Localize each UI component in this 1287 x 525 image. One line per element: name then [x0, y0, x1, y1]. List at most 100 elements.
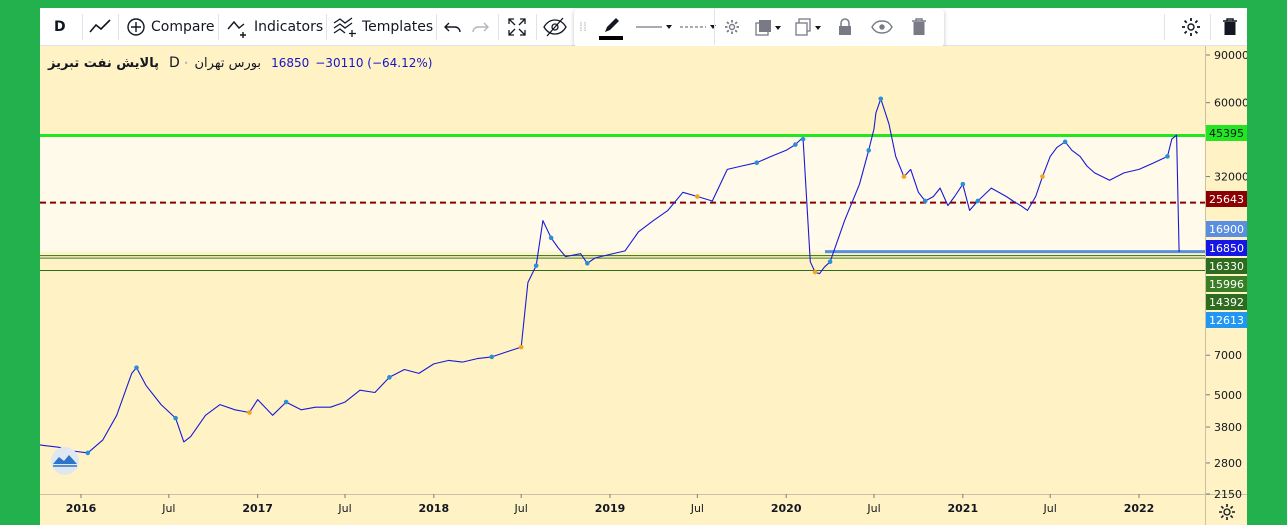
interval-button[interactable]: D: [54, 18, 66, 35]
eye-off-icon: [543, 17, 567, 36]
trash-icon: [1223, 17, 1237, 35]
visual-order-dropdown[interactable]: [750, 9, 786, 45]
signal-marker: [901, 174, 907, 179]
price-label-16900: 16900: [1206, 221, 1247, 237]
compare-button[interactable]: Compare: [126, 8, 215, 45]
price-line[interactable]: [40, 98, 1180, 454]
x-tick-label: 2019: [595, 502, 626, 515]
signal-marker: [173, 415, 178, 421]
price-label-15996: 15996: [1206, 276, 1247, 292]
zone-layer: [40, 135, 1205, 252]
undo-button[interactable]: [443, 8, 463, 45]
chart-app: D Compare Indicators Templates: [40, 8, 1247, 525]
indicators-label: Indicators: [254, 18, 324, 35]
symbol-name: پالایش نفت تبریز: [48, 55, 159, 71]
signal-marker: [585, 261, 590, 266]
signal-marker: [1062, 139, 1068, 145]
line-chart-icon: [89, 18, 111, 33]
line-color-button[interactable]: [594, 9, 628, 45]
dashed-line-icon: [680, 25, 716, 29]
toolbar-divider: [498, 14, 499, 40]
highlight-zone: [40, 135, 1205, 252]
toolbar-divider: [436, 14, 437, 40]
gear-icon: [1182, 17, 1200, 36]
line-width-dropdown[interactable]: [634, 9, 674, 45]
indicators-button[interactable]: Indicators: [226, 8, 323, 45]
lock-icon: [839, 18, 851, 35]
fullscreen-icon: [508, 17, 526, 36]
undo-icon: [444, 22, 461, 32]
y-tick-label: 2150: [1214, 488, 1242, 501]
interval-label: D: [169, 55, 180, 71]
signal-marker: [1040, 174, 1045, 179]
y-tick-label: 2800: [1214, 457, 1242, 470]
x-tick-label: Jul: [690, 502, 704, 515]
x-tick-label: Jul: [337, 502, 351, 515]
price-label-45395: 45395: [1206, 125, 1247, 141]
dot-separator: •: [183, 58, 189, 68]
price-axis[interactable]: 90000 60000 32000 7000 5000 3800 2800 2150: [1206, 49, 1247, 501]
templates-button[interactable]: Templates: [332, 8, 433, 45]
hide-drawings-button[interactable]: [542, 8, 568, 45]
signal-marker: [812, 269, 818, 275]
lock-button[interactable]: [830, 9, 860, 45]
x-tick-label: 2021: [948, 502, 979, 515]
visibility-button[interactable]: [866, 9, 898, 45]
drawing-toolbar: ⁞⁞: [574, 9, 944, 47]
line-style-dropdown[interactable]: [678, 9, 718, 45]
indicators-icon: [227, 20, 246, 38]
time-axis[interactable]: 2016 Jul 2017 Jul 2018 Jul 2019 Jul 2020 Jul 2021 J…: [66, 494, 1155, 515]
toolbar-divider: [536, 14, 537, 40]
signal-marker: [518, 344, 524, 350]
gear-icon: [725, 20, 739, 34]
x-tick-label: Jul: [514, 502, 528, 515]
toolbar-divider: [118, 14, 119, 40]
horizontal-levels: [40, 133, 1205, 271]
trash-icon: [912, 18, 926, 35]
x-tick-label: 2020: [771, 502, 802, 515]
signal-marker: [975, 198, 981, 204]
y-tick-label: 90000: [1214, 49, 1247, 62]
price-series: [40, 98, 1180, 454]
clone-dropdown[interactable]: [790, 9, 826, 45]
y-tick-label: 5000: [1214, 389, 1242, 402]
compare-label: Compare: [151, 18, 215, 35]
y-tick-label: 60000: [1214, 97, 1247, 110]
price-label-12613: 12613: [1206, 312, 1247, 328]
toolbar-divider: [326, 14, 327, 40]
chart-type-button[interactable]: [88, 8, 112, 45]
line-width-icon: [636, 25, 672, 29]
plus-circle-icon: [127, 17, 145, 36]
signal-marker: [793, 142, 798, 147]
signal-marker: [489, 354, 495, 360]
last-price: 16850: [271, 56, 310, 70]
symbol-legend: پالایش نفت تبریز D • بورس تهران 16850 −3…: [48, 54, 432, 72]
gear-icon[interactable]: [1219, 504, 1235, 520]
signal-marker: [247, 410, 252, 415]
drawing-settings-button[interactable]: [714, 9, 749, 45]
clone-icon: [795, 18, 821, 36]
price-label-16850: 16850: [1206, 240, 1247, 256]
settings-button[interactable]: [1180, 8, 1202, 45]
y-tick-label: 32000: [1214, 171, 1247, 184]
pencil-icon: [599, 18, 623, 40]
logo-badge: [51, 447, 79, 475]
price-label-25643: 25643: [1206, 191, 1247, 207]
signal-marker: [1165, 154, 1170, 159]
redo-button[interactable]: [470, 8, 490, 45]
remove-drawing-button[interactable]: [904, 9, 934, 45]
signal-marker: [548, 235, 554, 241]
signal-marker: [827, 259, 833, 265]
delete-button[interactable]: [1221, 8, 1239, 45]
signal-marker: [283, 399, 289, 405]
signal-marker: [878, 96, 884, 102]
price-label-16330: 16330: [1206, 258, 1247, 274]
fullscreen-button[interactable]: [506, 8, 528, 45]
eye-icon: [871, 20, 893, 34]
signal-marker: [134, 365, 139, 370]
toolbar-divider: [82, 14, 83, 40]
chart-area[interactable]: 90000 60000 32000 7000 5000 3800 2800 2150 2016…: [40, 46, 1247, 525]
y-tick-label: 7000: [1214, 349, 1242, 362]
x-tick-label: Jul: [1043, 502, 1057, 515]
drag-handle-icon[interactable]: ⁞⁞: [578, 19, 588, 35]
